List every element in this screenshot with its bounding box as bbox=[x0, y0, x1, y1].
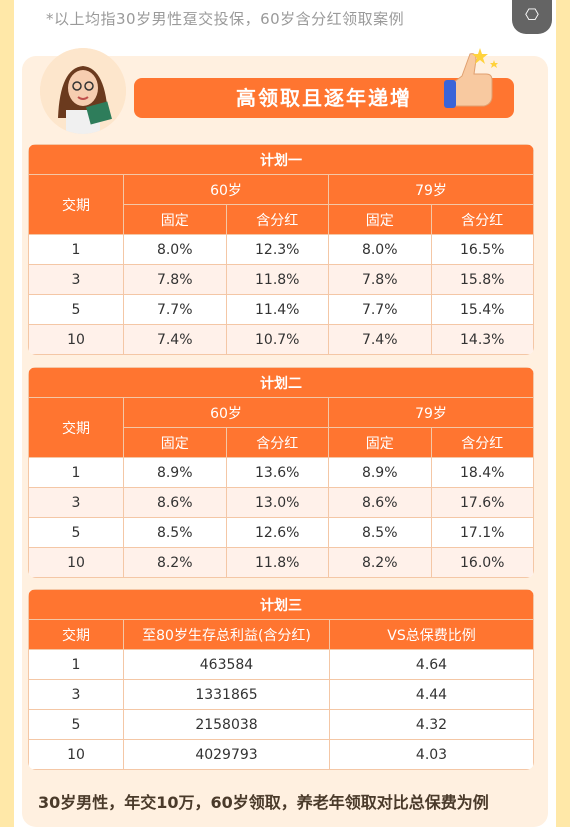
plan3-title: 计划三 bbox=[28, 589, 534, 620]
plan2-bonus-b-header: 含分红 bbox=[430, 427, 534, 458]
plan3-ratio-header: VS总保费比例 bbox=[329, 619, 534, 650]
table-cell: 4.64 bbox=[329, 649, 534, 680]
plan2-fixed-b-header: 固定 bbox=[328, 427, 432, 458]
table-cell: 12.6% bbox=[225, 517, 329, 548]
plan1-period-header: 交期 bbox=[28, 174, 124, 235]
table-cell: 3 bbox=[28, 487, 124, 518]
table-cell: 8.9% bbox=[123, 457, 227, 488]
plan1-age-b-header: 79岁 bbox=[328, 174, 534, 205]
table-row: 1 463584 4.64 bbox=[28, 649, 534, 680]
table-cell: 16.5% bbox=[430, 234, 534, 265]
table-row: 10 7.4% 10.7% 7.4% 14.3% bbox=[28, 324, 534, 355]
table-cell: 15.4% bbox=[430, 294, 534, 325]
table-cell: 7.8% bbox=[123, 264, 227, 295]
plan3-benefit-header: 至80岁生存总利益(含分红) bbox=[123, 619, 330, 650]
table-cell: 8.6% bbox=[328, 487, 432, 518]
table-cell: 2158038 bbox=[123, 709, 330, 740]
table-cell: 4.32 bbox=[329, 709, 534, 740]
table-row: 1 8.0% 12.3% 8.0% 16.5% bbox=[28, 234, 534, 265]
table-cell: 7.8% bbox=[328, 264, 432, 295]
plan1-age-a-header: 60岁 bbox=[123, 174, 329, 205]
table-cell: 18.4% bbox=[430, 457, 534, 488]
plan1-fixed-b-header: 固定 bbox=[328, 204, 432, 235]
plan2-bonus-a-header: 含分红 bbox=[225, 427, 329, 458]
table-cell: 4.03 bbox=[329, 739, 534, 770]
table-cell: 8.6% bbox=[123, 487, 227, 518]
table-cell: 8.2% bbox=[328, 547, 432, 578]
table-cell: 463584 bbox=[123, 649, 330, 680]
plan3-period-header: 交期 bbox=[28, 619, 124, 650]
plan1-bonus-a-header: 含分红 bbox=[225, 204, 329, 235]
plan1-title: 计划一 bbox=[28, 144, 534, 175]
table-cell: 17.1% bbox=[430, 517, 534, 548]
plan1-bonus-b-header: 含分红 bbox=[430, 204, 534, 235]
plan2-fixed-a-header: 固定 bbox=[123, 427, 227, 458]
table-cell: 5 bbox=[28, 517, 124, 548]
table-cell: 8.0% bbox=[123, 234, 227, 265]
text-recognition-button[interactable]: ⎔ bbox=[512, 0, 552, 34]
table-cell: 3 bbox=[28, 679, 124, 710]
table-cell: 17.6% bbox=[430, 487, 534, 518]
plan2-period-header: 交期 bbox=[28, 397, 124, 458]
table-cell: 12.3% bbox=[225, 234, 329, 265]
table-cell: 8.5% bbox=[328, 517, 432, 548]
table-cell: 7.7% bbox=[123, 294, 227, 325]
table-cell: 15.8% bbox=[430, 264, 534, 295]
plan1-table: 计划一 交期 60岁 79岁 固定 含分红 固定 含分红 1 8.0% 12.3… bbox=[28, 144, 534, 355]
plan2-title: 计划二 bbox=[28, 367, 534, 398]
table-row: 3 7.8% 11.8% 7.8% 15.8% bbox=[28, 264, 534, 295]
table-cell: 7.4% bbox=[123, 324, 227, 355]
table-cell: 1 bbox=[28, 234, 124, 265]
table-row: 5 8.5% 12.6% 8.5% 17.1% bbox=[28, 517, 534, 548]
table-cell: 5 bbox=[28, 709, 124, 740]
table-cell: 16.0% bbox=[430, 547, 534, 578]
table-row: 10 8.2% 11.8% 8.2% 16.0% bbox=[28, 547, 534, 578]
table-cell: 14.3% bbox=[430, 324, 534, 355]
footer-caption: 30岁男性，年交10万，60岁领取，养老年领取对比总保费为例 bbox=[38, 793, 489, 812]
table-row: 5 2158038 4.32 bbox=[28, 709, 534, 740]
table-cell: 10 bbox=[28, 547, 124, 578]
table-cell: 1 bbox=[28, 649, 124, 680]
table-cell: 7.7% bbox=[328, 294, 432, 325]
plan2-table: 计划二 交期 60岁 79岁 固定 含分红 固定 含分红 1 8.9% 13.6… bbox=[28, 367, 534, 578]
table-cell: 8.5% bbox=[123, 517, 227, 548]
table-cell: 1331865 bbox=[123, 679, 330, 710]
table-cell: 8.9% bbox=[328, 457, 432, 488]
presenter-avatar bbox=[40, 48, 126, 134]
text-recognition-icon: ⎔ bbox=[525, 5, 539, 24]
plan3-table: 计划三 交期 至80岁生存总利益(含分红) VS总保费比例 1 463584 4… bbox=[28, 589, 534, 770]
table-row: 1 8.9% 13.6% 8.9% 18.4% bbox=[28, 457, 534, 488]
table-cell: 3 bbox=[28, 264, 124, 295]
table-cell: 13.0% bbox=[225, 487, 329, 518]
footnote-text: *以上均指30岁男性趸交投保，60岁含分红领取案例 bbox=[46, 10, 405, 28]
table-cell: 10 bbox=[28, 324, 124, 355]
plan2-age-b-header: 79岁 bbox=[328, 397, 534, 428]
table-cell: 13.6% bbox=[225, 457, 329, 488]
table-cell: 4.44 bbox=[329, 679, 534, 710]
table-cell: 10 bbox=[28, 739, 124, 770]
table-cell: 11.8% bbox=[225, 264, 329, 295]
plan1-fixed-a-header: 固定 bbox=[123, 204, 227, 235]
table-row: 10 4029793 4.03 bbox=[28, 739, 534, 770]
table-row: 3 8.6% 13.0% 8.6% 17.6% bbox=[28, 487, 534, 518]
table-cell: 8.2% bbox=[123, 547, 227, 578]
plan2-age-a-header: 60岁 bbox=[123, 397, 329, 428]
table-row: 5 7.7% 11.4% 7.7% 15.4% bbox=[28, 294, 534, 325]
table-row: 3 1331865 4.44 bbox=[28, 679, 534, 710]
table-cell: 1 bbox=[28, 457, 124, 488]
table-cell: 11.4% bbox=[225, 294, 329, 325]
table-cell: 10.7% bbox=[225, 324, 329, 355]
table-cell: 7.4% bbox=[328, 324, 432, 355]
thumbs-up-icon bbox=[440, 46, 500, 112]
table-cell: 4029793 bbox=[123, 739, 330, 770]
table-cell: 5 bbox=[28, 294, 124, 325]
table-cell: 11.8% bbox=[225, 547, 329, 578]
table-cell: 8.0% bbox=[328, 234, 432, 265]
